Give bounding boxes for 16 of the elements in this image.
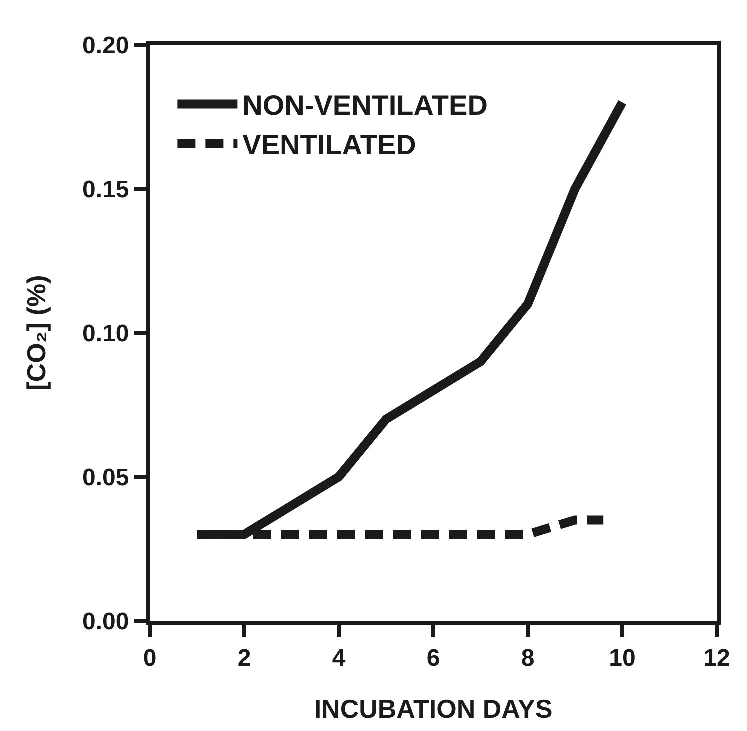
y-tick-label: 0.15 — [82, 176, 130, 204]
y-tick-label: 0.05 — [82, 464, 130, 492]
x-tick-label: 8 — [521, 644, 535, 672]
legend-label: NON-VENTILATED — [242, 90, 488, 122]
y-tick-label: 0.00 — [82, 608, 130, 636]
y-axis-title: [CO₂] (%) — [21, 275, 52, 391]
y-tick-label: 0.10 — [82, 320, 130, 348]
x-tick-label: 0 — [143, 644, 157, 672]
x-tick-label: 12 — [704, 644, 730, 672]
x-axis-title: INCUBATION DAYS — [314, 694, 553, 724]
x-tick-label: 6 — [426, 644, 440, 672]
x-tick-label: 10 — [609, 644, 636, 672]
x-tick-label: 4 — [332, 644, 346, 672]
legend-label: VENTILATED — [242, 130, 416, 161]
x-tick-label: 2 — [238, 644, 252, 672]
y-tick-label: 0.20 — [82, 32, 130, 60]
